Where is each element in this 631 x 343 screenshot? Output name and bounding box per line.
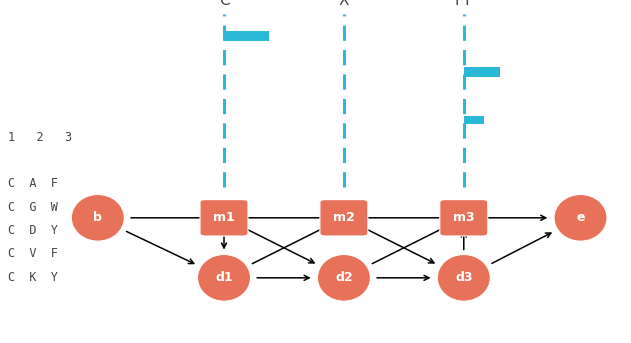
- Ellipse shape: [317, 255, 370, 301]
- Text: d2: d2: [335, 271, 353, 284]
- Text: d1: d1: [215, 271, 233, 284]
- FancyBboxPatch shape: [464, 116, 484, 124]
- Text: e: e: [576, 211, 585, 224]
- Text: C  G  W: C G W: [8, 201, 57, 214]
- Text: C  A  F: C A F: [8, 177, 57, 190]
- Text: b: b: [93, 211, 102, 224]
- Text: C: C: [219, 0, 229, 8]
- Text: FY: FY: [455, 0, 473, 8]
- Text: 1   2   3: 1 2 3: [8, 131, 72, 144]
- FancyBboxPatch shape: [224, 31, 269, 41]
- FancyBboxPatch shape: [200, 200, 248, 236]
- Ellipse shape: [198, 255, 251, 301]
- Text: m3: m3: [453, 211, 475, 224]
- Text: C  D  Y: C D Y: [8, 224, 57, 237]
- Ellipse shape: [71, 194, 124, 241]
- Text: C  V  F: C V F: [8, 247, 57, 260]
- Text: m1: m1: [213, 211, 235, 224]
- Ellipse shape: [554, 194, 607, 241]
- FancyBboxPatch shape: [464, 67, 500, 77]
- FancyBboxPatch shape: [320, 200, 368, 236]
- Text: X: X: [339, 0, 349, 8]
- Ellipse shape: [437, 255, 490, 301]
- Text: m2: m2: [333, 211, 355, 224]
- Text: C  K  Y: C K Y: [8, 271, 57, 284]
- Text: d3: d3: [455, 271, 473, 284]
- FancyBboxPatch shape: [440, 200, 488, 236]
